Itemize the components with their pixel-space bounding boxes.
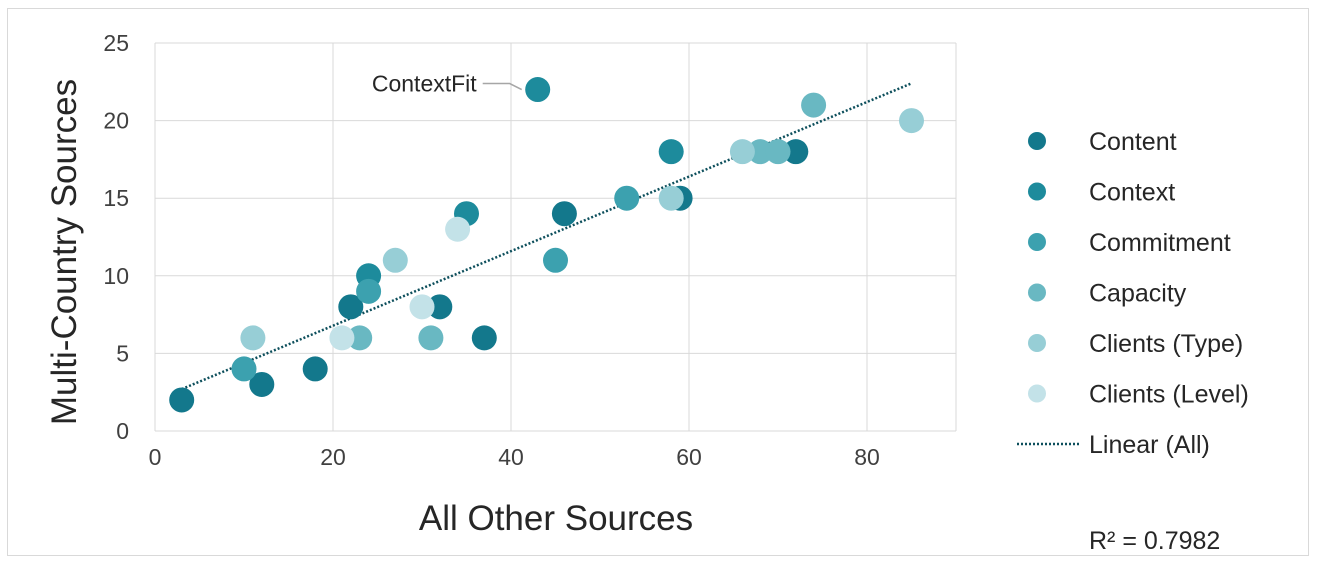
data-point	[747, 139, 773, 165]
legend-label: Context	[1089, 179, 1175, 207]
y-tick-label: 0	[116, 418, 129, 444]
legend-label: Clients (Level)	[1089, 381, 1249, 409]
data-point	[249, 371, 275, 397]
data-point	[801, 92, 827, 118]
legend-marker	[1028, 384, 1046, 403]
data-point	[169, 387, 195, 413]
legend-marker	[1028, 182, 1046, 201]
data-point	[658, 139, 684, 165]
y-tick-label: 5	[116, 340, 129, 366]
data-point	[382, 247, 408, 273]
legend-marker	[1028, 283, 1046, 302]
data-point	[231, 356, 257, 382]
data-point	[409, 294, 435, 320]
y-tick-label: 10	[103, 263, 129, 289]
legend-marker	[1028, 334, 1046, 352]
data-point	[729, 139, 755, 165]
annotation-label: ContextFit	[372, 71, 477, 97]
data-point	[445, 216, 471, 242]
x-tick-label: 40	[498, 444, 524, 470]
data-point	[347, 325, 373, 351]
data-point	[543, 247, 568, 273]
data-point	[783, 139, 809, 165]
tick-labels: 0 20 40 60 80 0 5 10 15 20 25	[103, 30, 879, 470]
data-point	[302, 356, 328, 382]
data-point	[356, 278, 382, 304]
data-point	[551, 201, 577, 227]
y-tick-label: 20	[103, 108, 129, 134]
data-point	[525, 77, 551, 103]
data-point	[614, 185, 640, 211]
x-tick-label: 0	[149, 444, 162, 470]
legend-label: Commitment	[1089, 229, 1231, 257]
data-point	[899, 108, 924, 134]
legend-marker	[1028, 132, 1046, 150]
data-points	[169, 77, 924, 413]
data-point	[240, 325, 266, 351]
legend: Content Context Commitment Capacity Clients …	[1017, 128, 1249, 459]
legend-marker	[1028, 233, 1046, 251]
x-axis-title: All Other Sources	[419, 499, 693, 538]
legend-label: Content	[1089, 128, 1177, 156]
data-point	[765, 139, 791, 165]
x-tick-label: 60	[676, 444, 702, 470]
chart-frame	[7, 8, 1309, 556]
data-point	[427, 294, 453, 320]
r-squared-label: R² = 0.7982	[1089, 527, 1220, 555]
gridlines	[154, 42, 957, 432]
trendline-layer	[181, 82, 912, 391]
y-tick-label: 25	[103, 30, 129, 56]
data-point	[329, 325, 355, 351]
data-point	[471, 325, 497, 351]
data-point	[338, 294, 364, 320]
x-tick-label: 80	[854, 444, 880, 470]
data-point	[418, 325, 444, 351]
legend-label: Clients (Type)	[1089, 330, 1243, 358]
y-axis-title: Multi-Country Sources	[45, 79, 84, 425]
legend-label: Capacity	[1089, 280, 1187, 308]
annotation-leader-line	[482, 82, 523, 91]
annotation-layer: ContextFit	[372, 71, 523, 97]
x-tick-label: 20	[320, 444, 346, 470]
trendline	[181, 82, 912, 391]
data-point	[658, 185, 684, 211]
legend-label: Linear (All)	[1089, 431, 1210, 459]
y-tick-label: 15	[103, 185, 129, 211]
